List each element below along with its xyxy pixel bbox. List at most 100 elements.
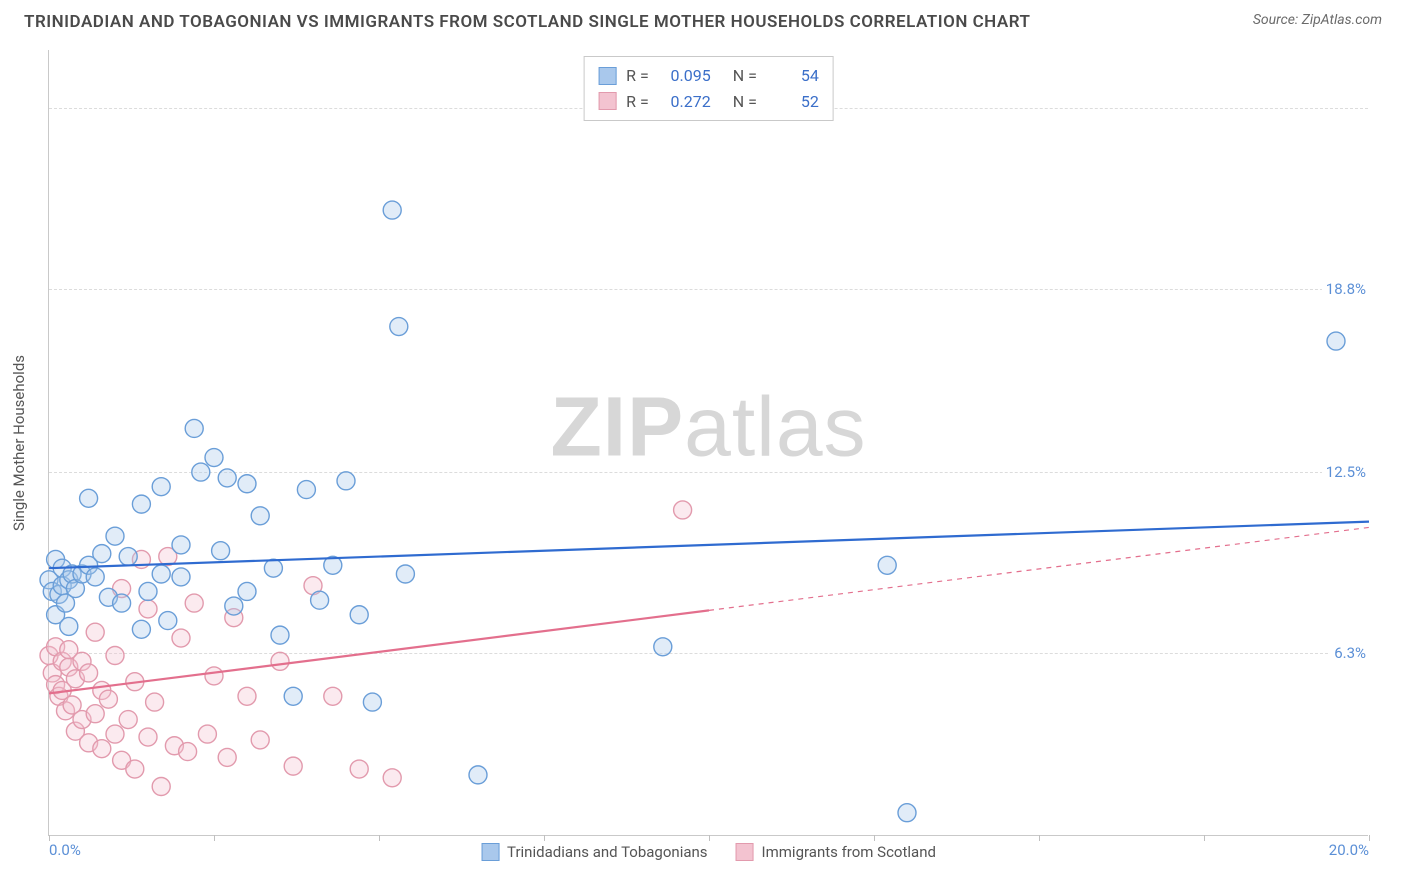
x-tick-mark <box>544 835 545 841</box>
scatter-point <box>311 591 329 609</box>
r-label: R = <box>626 89 649 115</box>
scatter-point <box>99 690 117 708</box>
scatter-point <box>898 804 916 822</box>
scatter-point <box>152 565 170 583</box>
scatter-svg <box>49 50 1368 835</box>
scatter-point <box>80 664 98 682</box>
scatter-point <box>139 582 157 600</box>
legend-swatch-bottom-1 <box>481 843 499 861</box>
scatter-point <box>185 594 203 612</box>
n-label: N = <box>733 89 757 115</box>
chart-title: TRINIDADIAN AND TOBAGONIAN VS IMMIGRANTS… <box>24 12 1030 32</box>
scatter-point <box>337 472 355 490</box>
scatter-point <box>350 606 368 624</box>
scatter-point <box>350 760 368 778</box>
legend-item-1: Trinidadians and Tobagonians <box>481 843 707 861</box>
legend-label-2: Immigrants from Scotland <box>762 843 936 861</box>
n-value-2: 52 <box>767 89 819 115</box>
scatter-point <box>185 419 203 437</box>
n-label: N = <box>733 63 757 89</box>
scatter-point <box>106 725 124 743</box>
scatter-point <box>469 766 487 784</box>
x-tick-mark <box>379 835 380 841</box>
scatter-point <box>271 626 289 644</box>
bottom-legend: Trinidadians and Tobagonians Immigrants … <box>481 843 936 861</box>
source-label: Source: ZipAtlas.com <box>1253 12 1382 28</box>
scatter-point <box>172 568 190 586</box>
scatter-point <box>205 449 223 467</box>
scatter-point <box>119 548 137 566</box>
scatter-point <box>238 582 256 600</box>
scatter-point <box>383 769 401 787</box>
scatter-point <box>271 652 289 670</box>
scatter-point <box>113 594 131 612</box>
scatter-point <box>212 542 230 560</box>
scatter-point <box>251 731 269 749</box>
scatter-point <box>126 760 144 778</box>
x-tick-mark <box>1369 835 1370 841</box>
scatter-point <box>390 318 408 336</box>
scatter-point <box>132 620 150 638</box>
scatter-point <box>674 501 692 519</box>
trend-line <box>49 522 1369 569</box>
scatter-point <box>152 478 170 496</box>
scatter-point <box>132 495 150 513</box>
scatter-point <box>218 748 236 766</box>
scatter-point <box>297 481 315 499</box>
legend-item-2: Immigrants from Scotland <box>736 843 936 861</box>
scatter-point <box>139 600 157 618</box>
header-bar: TRINIDADIAN AND TOBAGONIAN VS IMMIGRANTS… <box>0 0 1406 32</box>
trend-line-extrapolated <box>709 527 1369 610</box>
scatter-point <box>383 201 401 219</box>
x-tick-mark <box>1039 835 1040 841</box>
scatter-point <box>264 559 282 577</box>
scatter-point <box>86 623 104 641</box>
scatter-point <box>159 612 177 630</box>
scatter-point <box>86 705 104 723</box>
scatter-point <box>60 617 78 635</box>
n-value-1: 54 <box>767 63 819 89</box>
scatter-point <box>363 693 381 711</box>
scatter-point <box>284 757 302 775</box>
stats-row-series-1: R = 0.095 N = 54 <box>598 63 819 89</box>
x-tick-mark <box>709 835 710 841</box>
scatter-point <box>93 740 111 758</box>
scatter-point <box>152 778 170 796</box>
stats-row-series-2: R = 0.272 N = 52 <box>598 89 819 115</box>
scatter-point <box>172 536 190 554</box>
scatter-point <box>396 565 414 583</box>
scatter-point <box>205 667 223 685</box>
scatter-point <box>146 693 164 711</box>
scatter-point <box>251 507 269 525</box>
scatter-point <box>179 743 197 761</box>
r-value-1: 0.095 <box>659 63 711 89</box>
x-tick-mark <box>1204 835 1205 841</box>
legend-swatch-bottom-2 <box>736 843 754 861</box>
scatter-point <box>654 638 672 656</box>
stats-legend: R = 0.095 N = 54 R = 0.272 N = 52 <box>583 56 834 121</box>
scatter-point <box>324 687 342 705</box>
legend-swatch-1 <box>598 67 616 85</box>
scatter-point <box>172 629 190 647</box>
scatter-point <box>119 711 137 729</box>
scatter-point <box>198 725 216 743</box>
scatter-point <box>106 647 124 665</box>
scatter-point <box>878 556 896 574</box>
legend-swatch-2 <box>598 92 616 110</box>
x-tick-mark <box>874 835 875 841</box>
plot-area: Single Mother Households ZIPatlas 6.3%12… <box>48 50 1368 836</box>
y-axis-label: Single Mother Households <box>10 354 28 530</box>
x-tick-label: 20.0% <box>1329 841 1369 859</box>
scatter-point <box>80 489 98 507</box>
legend-label-1: Trinidadians and Tobagonians <box>507 843 707 861</box>
scatter-point <box>139 728 157 746</box>
scatter-point <box>106 527 124 545</box>
x-tick-label: 0.0% <box>49 841 81 859</box>
scatter-point <box>192 463 210 481</box>
r-value-2: 0.272 <box>659 89 711 115</box>
scatter-point <box>238 475 256 493</box>
scatter-point <box>284 687 302 705</box>
r-label: R = <box>626 63 649 89</box>
scatter-point <box>1327 332 1345 350</box>
scatter-point <box>93 545 111 563</box>
